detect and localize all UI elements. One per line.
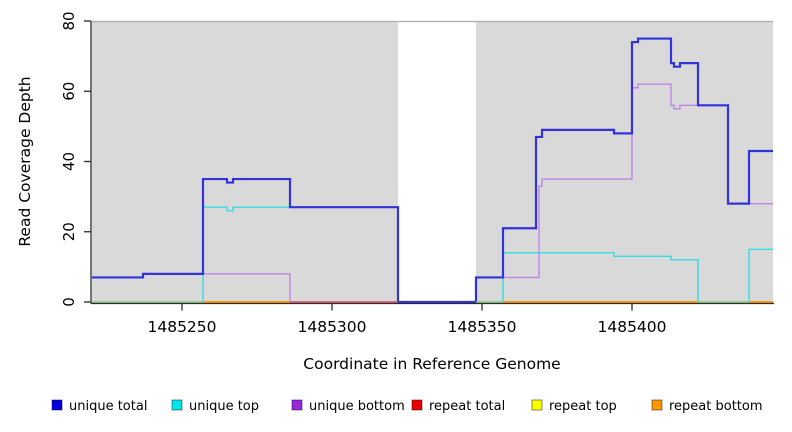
y-tick-label: 20 xyxy=(60,222,78,241)
y-tick-label: 80 xyxy=(60,11,78,30)
x-tick-label: 1485300 xyxy=(297,318,366,336)
legend-label: unique bottom xyxy=(309,399,405,414)
gray-band xyxy=(476,21,773,302)
x-tick-label: 1485400 xyxy=(597,318,666,336)
legend-item-unique-total: unique total xyxy=(51,399,147,414)
legend-item-unique-top: unique top xyxy=(171,399,259,414)
legend-swatch xyxy=(171,399,183,411)
legend-item-repeat-top: repeat top xyxy=(531,399,617,414)
tick-marks-and-labels: 0 20 40 60 80 1485250 1485300 1485350 1485400 xyxy=(60,11,667,336)
legend-item-repeat-bottom: repeat bottom xyxy=(651,399,763,414)
legend-swatch xyxy=(651,399,663,411)
plot-background xyxy=(92,20,773,302)
y-axis-label: Read Coverage Depth xyxy=(16,76,34,246)
legend-label: repeat bottom xyxy=(669,399,763,414)
legend-swatch xyxy=(531,399,543,411)
legend-label: unique total xyxy=(69,399,147,414)
series-line-unique-total xyxy=(92,37,773,304)
gray-band xyxy=(92,21,398,302)
y-tick-label: 60 xyxy=(60,82,78,101)
legend-swatch xyxy=(51,399,63,411)
x-tick-label: 1485350 xyxy=(447,318,516,336)
legend-swatch xyxy=(291,399,303,411)
legend-label: repeat total xyxy=(429,399,505,414)
legend-swatch xyxy=(411,399,423,411)
coverage-series xyxy=(92,37,773,304)
axes xyxy=(90,21,774,305)
legend-label: unique top xyxy=(189,399,259,414)
legend: unique total unique top unique bottom repea… xyxy=(51,399,763,414)
y-tick-label: 0 xyxy=(60,297,78,307)
legend-label: repeat top xyxy=(549,399,617,414)
x-tick-label: 1485250 xyxy=(147,318,216,336)
y-tick-label: 40 xyxy=(60,152,78,171)
legend-item-unique-bottom: unique bottom xyxy=(291,399,405,414)
legend-item-repeat-total: repeat total xyxy=(411,399,505,414)
x-axis-label: Coordinate in Reference Genome xyxy=(303,355,560,373)
